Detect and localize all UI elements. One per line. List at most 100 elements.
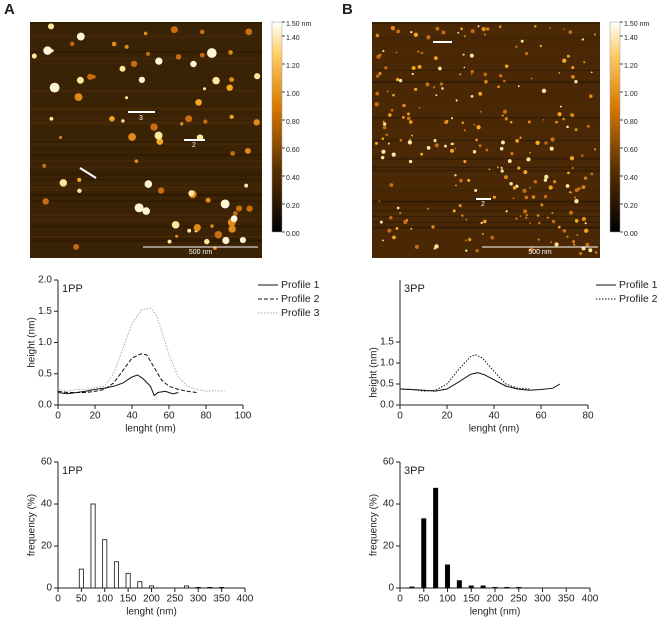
particle xyxy=(557,112,562,117)
particle xyxy=(47,23,55,30)
particle xyxy=(522,209,525,212)
particle xyxy=(520,39,524,43)
panel-label: A xyxy=(4,1,15,18)
particle xyxy=(410,30,413,34)
particle xyxy=(405,219,409,222)
particle xyxy=(228,225,236,233)
particle xyxy=(531,195,536,199)
particle xyxy=(500,166,503,169)
particle xyxy=(463,35,467,38)
scan-line xyxy=(372,37,600,40)
particle xyxy=(433,139,437,143)
particle xyxy=(542,118,545,121)
particle xyxy=(398,78,403,83)
particle xyxy=(380,155,385,160)
particle xyxy=(435,26,440,31)
bar xyxy=(102,539,108,589)
particle xyxy=(230,215,238,223)
x-tick-label: 400 xyxy=(237,594,254,605)
particle xyxy=(406,116,411,121)
particle xyxy=(504,117,508,121)
particle xyxy=(504,64,509,68)
bar xyxy=(184,585,190,589)
particle xyxy=(150,123,158,131)
x-tick-label: 250 xyxy=(167,594,184,605)
particle xyxy=(574,199,579,204)
particle xyxy=(594,251,598,254)
x-tick-label: 350 xyxy=(213,594,230,605)
particle xyxy=(572,240,575,243)
scan-line xyxy=(30,58,262,60)
particle xyxy=(512,186,517,190)
particle xyxy=(535,140,540,145)
particle xyxy=(49,82,60,93)
scan-line xyxy=(372,209,600,212)
particle xyxy=(246,205,253,212)
bar xyxy=(137,581,143,589)
particle xyxy=(434,244,439,249)
particle xyxy=(396,29,401,34)
particle xyxy=(498,25,502,29)
scan-line xyxy=(30,189,262,191)
y-tick-label: 20 xyxy=(41,541,53,552)
particle xyxy=(539,44,543,48)
bar xyxy=(480,585,486,589)
colorbar-tick-label: 0.20 xyxy=(286,203,300,210)
scan-line xyxy=(30,243,262,246)
x-tick-label: 80 xyxy=(200,411,212,422)
particle xyxy=(188,190,195,197)
particle xyxy=(390,26,396,31)
particle xyxy=(125,96,129,100)
colorbar-tick-label: 1.00 xyxy=(286,91,300,98)
particle xyxy=(512,197,515,200)
x-tick-label: 0 xyxy=(55,411,61,422)
y-tick-label: 0 xyxy=(388,583,394,594)
particle xyxy=(472,150,477,154)
profile-line xyxy=(79,167,97,179)
particle xyxy=(476,125,481,130)
particle xyxy=(144,180,153,188)
particle xyxy=(446,119,449,122)
particle xyxy=(524,216,528,219)
x-axis-label: lenght (nm) xyxy=(126,607,177,618)
particle xyxy=(450,117,453,120)
scan-line xyxy=(372,32,600,34)
scan-line xyxy=(30,171,262,174)
particle xyxy=(434,143,439,148)
particle xyxy=(167,239,172,244)
particle xyxy=(229,114,234,119)
bar xyxy=(207,586,213,589)
scan-line xyxy=(372,68,600,70)
scan-line xyxy=(372,226,600,228)
particle xyxy=(417,50,420,53)
scan-line xyxy=(372,158,600,160)
particle xyxy=(509,121,513,124)
particle xyxy=(583,176,588,180)
particle xyxy=(59,136,63,140)
scan-line xyxy=(30,143,262,146)
particle xyxy=(128,133,137,141)
particle xyxy=(510,151,514,156)
scan-line xyxy=(30,141,262,143)
x-axis-label: lenght (nm) xyxy=(470,607,521,618)
particle xyxy=(253,119,260,126)
y-tick-label: 2.0 xyxy=(38,275,52,286)
particle xyxy=(426,35,431,40)
x-tick-label: 0 xyxy=(397,411,403,422)
profile-curve xyxy=(399,354,530,392)
y-tick-label: 40 xyxy=(41,499,53,510)
scan-line xyxy=(372,173,600,176)
colorbar-tick-label: 0.40 xyxy=(624,175,638,182)
particle xyxy=(551,219,556,224)
x-tick-label: 60 xyxy=(535,411,547,422)
particle xyxy=(43,46,52,55)
particle xyxy=(588,94,593,99)
particle xyxy=(134,203,144,213)
colorbar-tick-label: 1.50 nm xyxy=(624,21,649,28)
particle xyxy=(465,249,468,252)
particle xyxy=(501,114,504,117)
particle xyxy=(562,229,567,233)
particle xyxy=(515,217,518,220)
particle xyxy=(395,227,399,230)
particle xyxy=(382,120,385,123)
